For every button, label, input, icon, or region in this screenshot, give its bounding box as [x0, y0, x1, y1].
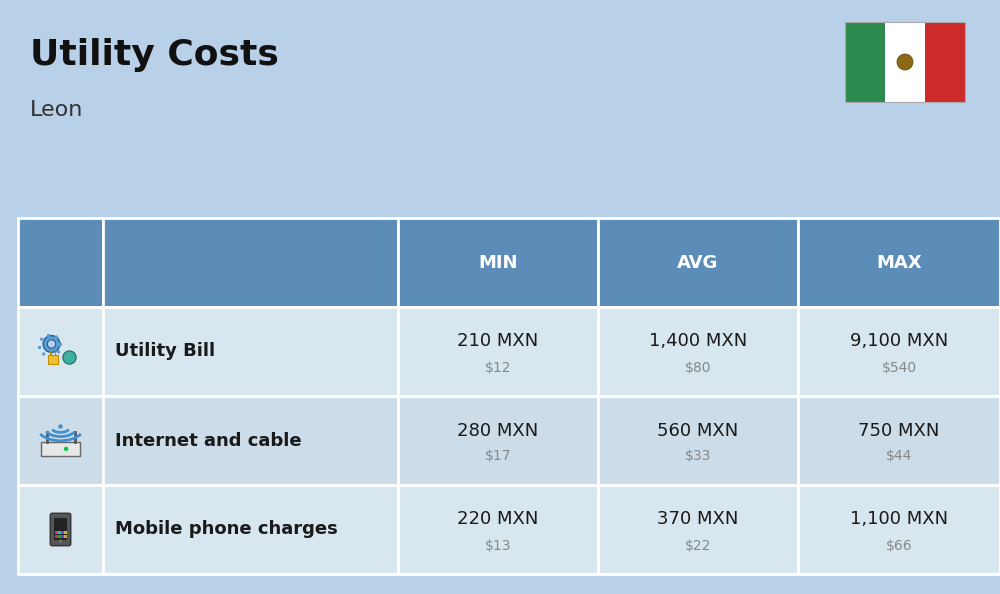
Text: 370 MXN: 370 MXN — [657, 510, 739, 529]
Bar — [41, 442, 80, 456]
Text: 9,100 MXN: 9,100 MXN — [850, 333, 948, 350]
Bar — [42, 352, 46, 356]
Bar — [50, 351, 52, 355]
Text: $44: $44 — [886, 450, 912, 463]
Bar — [55, 531, 58, 534]
Bar — [64, 531, 67, 534]
Text: 280 MXN: 280 MXN — [457, 422, 539, 440]
Circle shape — [64, 447, 68, 451]
Bar — [58, 531, 61, 534]
Bar — [54, 335, 58, 339]
Bar — [54, 351, 56, 355]
Text: AVG: AVG — [677, 254, 719, 271]
Bar — [798, 307, 1000, 396]
Bar — [103, 307, 398, 396]
Text: 220 MXN: 220 MXN — [457, 510, 539, 529]
Bar — [39, 337, 44, 342]
FancyBboxPatch shape — [50, 513, 71, 546]
Bar — [398, 396, 598, 485]
Circle shape — [63, 351, 76, 364]
Bar — [845, 22, 885, 102]
Bar — [103, 396, 398, 485]
Text: $13: $13 — [485, 539, 511, 552]
Bar — [598, 218, 798, 307]
Bar — [48, 355, 58, 364]
Text: Utility Bill: Utility Bill — [115, 343, 215, 361]
Bar — [885, 22, 925, 102]
Text: 1,400 MXN: 1,400 MXN — [649, 333, 747, 350]
Circle shape — [43, 336, 60, 352]
Bar — [798, 485, 1000, 574]
Text: Mobile phone charges: Mobile phone charges — [115, 520, 338, 539]
Bar — [47, 333, 50, 336]
Bar — [50, 355, 53, 358]
Text: $540: $540 — [881, 361, 917, 374]
Bar — [38, 346, 41, 349]
Bar — [103, 485, 398, 574]
Text: MAX: MAX — [876, 254, 922, 271]
Bar — [398, 307, 598, 396]
Bar — [398, 218, 598, 307]
Text: Utility Costs: Utility Costs — [30, 38, 279, 72]
Text: 210 MXN: 210 MXN — [457, 333, 539, 350]
Bar — [845, 22, 965, 102]
Bar — [18, 485, 103, 574]
Bar — [58, 535, 61, 538]
Text: 1,100 MXN: 1,100 MXN — [850, 510, 948, 529]
Text: MIN: MIN — [478, 254, 518, 271]
Text: Leon: Leon — [30, 100, 83, 120]
Bar — [56, 350, 61, 354]
Bar — [54, 518, 67, 539]
Bar — [798, 396, 1000, 485]
Text: $33: $33 — [685, 450, 711, 463]
Bar — [103, 218, 398, 307]
Text: $22: $22 — [685, 539, 711, 552]
Bar — [598, 396, 798, 485]
Bar — [598, 485, 798, 574]
Circle shape — [58, 424, 63, 429]
Text: $66: $66 — [886, 539, 912, 552]
Text: 750 MXN: 750 MXN — [858, 422, 940, 440]
Bar — [798, 218, 1000, 307]
Bar — [61, 535, 64, 538]
Text: $17: $17 — [485, 450, 511, 463]
Circle shape — [47, 340, 56, 348]
Text: ⚙: ⚙ — [47, 332, 77, 365]
Circle shape — [897, 54, 913, 70]
Circle shape — [59, 540, 62, 544]
Text: Internet and cable: Internet and cable — [115, 431, 302, 450]
Bar — [64, 535, 67, 538]
Bar — [18, 396, 103, 485]
Bar — [925, 22, 965, 102]
Text: $80: $80 — [685, 361, 711, 374]
Bar — [398, 485, 598, 574]
Bar — [598, 307, 798, 396]
Text: 560 MXN: 560 MXN — [657, 422, 739, 440]
Bar — [59, 343, 62, 346]
Bar — [55, 535, 58, 538]
Bar — [61, 531, 64, 534]
Bar — [18, 218, 103, 307]
Text: $12: $12 — [485, 361, 511, 374]
Bar — [18, 307, 103, 396]
